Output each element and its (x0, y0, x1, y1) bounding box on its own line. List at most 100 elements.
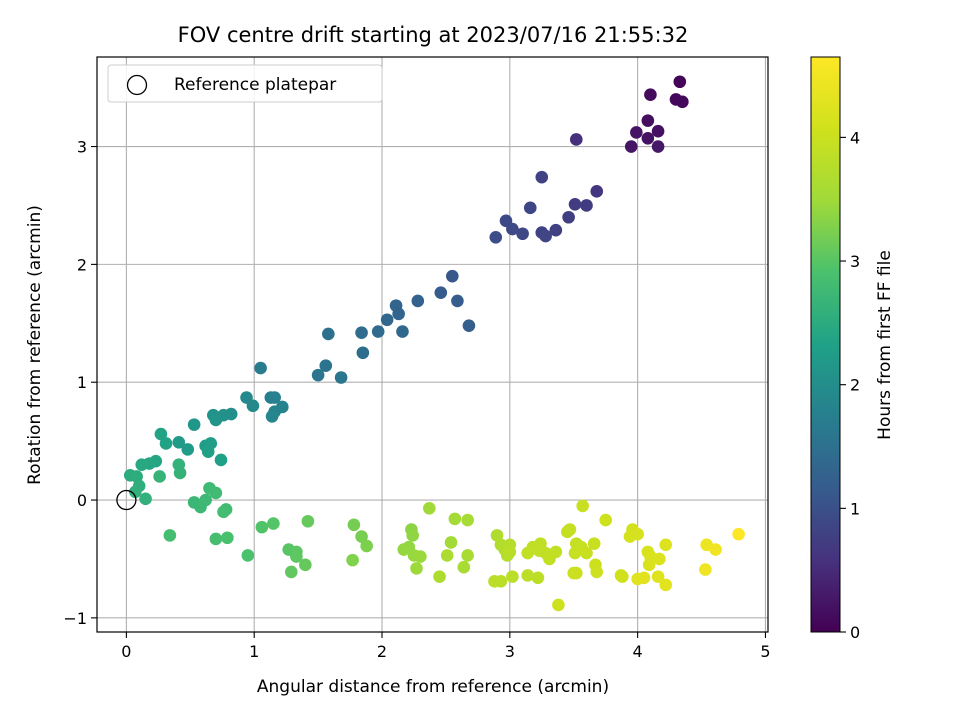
data-point (568, 546, 582, 560)
data-point (214, 453, 228, 467)
data-point (503, 545, 517, 559)
x-tick-label: 0 (121, 642, 131, 661)
data-point (624, 140, 638, 153)
data-point (209, 413, 223, 427)
legend-label: Reference platepar (174, 75, 336, 95)
data-point (154, 427, 168, 441)
data-points (116, 75, 745, 612)
data-point (535, 170, 549, 184)
data-point (642, 558, 656, 572)
data-point (732, 527, 745, 541)
data-point (301, 514, 315, 528)
y-axis: −1 0 1 2 3 (63, 138, 97, 628)
data-point (135, 458, 149, 471)
data-point (669, 93, 683, 106)
data-point (347, 518, 361, 532)
data-point (615, 570, 629, 583)
y-tick-label: 2 (77, 255, 87, 274)
data-point (153, 470, 166, 483)
colorbar-ticks: 0 1 2 3 4 (840, 128, 860, 642)
data-point (311, 368, 325, 382)
data-point (659, 538, 673, 552)
data-point (355, 326, 368, 340)
data-point (406, 529, 419, 542)
data-point (163, 529, 177, 542)
data-point (651, 124, 665, 138)
data-point (451, 294, 464, 308)
data-point (199, 493, 212, 507)
plot-frame (96, 56, 769, 633)
data-point (241, 549, 255, 562)
data-point (462, 319, 476, 332)
data-point (644, 88, 657, 102)
data-point (568, 197, 582, 211)
data-point (414, 550, 427, 563)
data-point (539, 229, 552, 243)
data-point (355, 530, 368, 543)
data-point (587, 537, 601, 550)
data-point (576, 499, 589, 513)
data-point (637, 571, 651, 585)
colorbar-tick-label: 1 (850, 499, 860, 518)
data-point (569, 133, 583, 146)
data-point (346, 553, 359, 567)
data-point (173, 466, 187, 480)
data-point (299, 558, 312, 572)
data-point (599, 513, 612, 527)
data-point (521, 569, 535, 582)
data-point (630, 126, 643, 139)
legend-marker (126, 74, 148, 96)
data-point (181, 443, 195, 456)
data-point (673, 75, 687, 89)
data-point (461, 549, 474, 562)
data-point (334, 371, 348, 384)
data-point (209, 486, 223, 500)
colorbar-tick-label: 4 (850, 128, 860, 147)
data-point (521, 546, 535, 560)
data-point (641, 132, 655, 145)
data-point (129, 485, 142, 499)
data-point (268, 391, 281, 404)
data-point (254, 361, 267, 375)
data-point (506, 570, 519, 583)
data-point (397, 543, 411, 556)
data-point (255, 520, 269, 534)
colorbar-tick-label: 0 (850, 623, 860, 642)
y-tick-label: 3 (77, 138, 87, 157)
chart-title: FOV centre drift starting at 2023/07/16 … (178, 23, 689, 47)
data-point (563, 523, 577, 536)
x-tick-label: 4 (633, 642, 643, 661)
data-point (590, 565, 604, 579)
legend-box (107, 64, 383, 103)
y-tick-label: −1 (63, 609, 87, 628)
x-tick-label: 3 (505, 642, 515, 661)
data-point (221, 531, 234, 545)
data-point (562, 210, 575, 224)
data-point (265, 410, 279, 423)
data-point (446, 269, 459, 283)
data-point (201, 445, 215, 459)
data-point (290, 550, 303, 563)
data-point (549, 545, 563, 559)
data-point (130, 470, 143, 483)
colorbar-gradient (810, 56, 841, 633)
data-point (580, 546, 593, 560)
x-axis: 0 1 2 3 4 5 (121, 632, 771, 661)
data-point (494, 575, 508, 588)
colorbar-tick-label: 3 (850, 252, 860, 271)
legend: Reference platepar (107, 64, 383, 103)
data-point (139, 492, 152, 506)
data-point (319, 359, 333, 373)
data-point (457, 560, 471, 574)
data-point (489, 230, 503, 244)
data-point (659, 578, 673, 592)
data-point (651, 570, 665, 583)
y-axis-label: Rotation from reference (arcmin) (25, 205, 45, 485)
data-point (444, 536, 458, 549)
data-point (371, 325, 385, 338)
data-point (461, 513, 474, 527)
data-point (590, 185, 604, 198)
data-point (709, 543, 722, 556)
y-tick-label: 0 (77, 491, 87, 510)
